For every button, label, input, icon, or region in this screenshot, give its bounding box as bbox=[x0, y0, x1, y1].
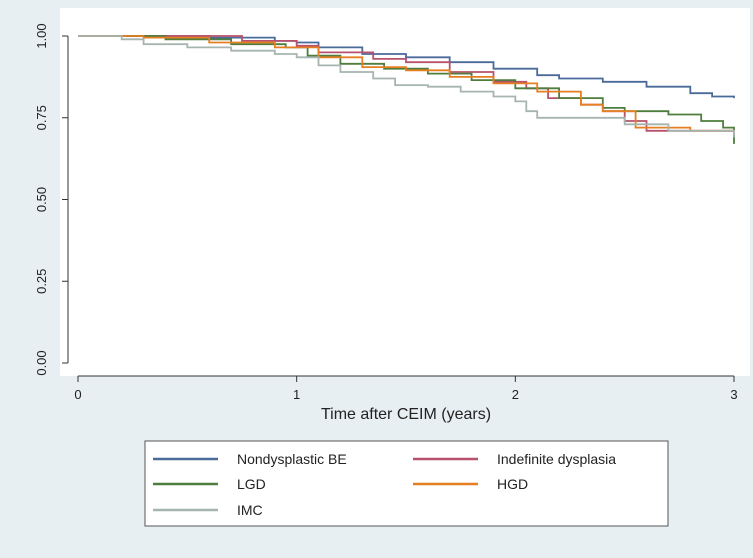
series-line-hgd bbox=[78, 35, 735, 135]
legend-label-nondysplastic-be: Nondysplastic BE bbox=[237, 451, 347, 467]
series-line-imc bbox=[78, 35, 735, 138]
x-tick-label: 1 bbox=[293, 387, 300, 402]
y-tick-label: 0.00 bbox=[34, 350, 49, 375]
legend-label-indefinite-dysplasia: Indefinite dysplasia bbox=[497, 451, 616, 467]
legend-label-hgd: HGD bbox=[497, 476, 528, 492]
x-axis-label: Time after CEIM (years) bbox=[321, 406, 491, 423]
plot-area bbox=[60, 8, 750, 376]
series-layer bbox=[78, 35, 735, 144]
legend-label-lgd: LGD bbox=[237, 476, 266, 492]
x-tick-label: 0 bbox=[74, 387, 81, 402]
y-tick-label: 0.25 bbox=[34, 269, 49, 294]
x-tick-label: 2 bbox=[512, 387, 519, 402]
y-tick-label: 1.00 bbox=[34, 23, 49, 48]
axes: 0.00 0.25 0.50 0.75 1.00 0 1 2 3 bbox=[34, 23, 738, 402]
y-tick-label: 0.50 bbox=[34, 187, 49, 212]
legend: Nondysplastic BE Indefinite dysplasia LGD H… bbox=[144, 440, 669, 527]
legend-box bbox=[144, 440, 669, 527]
legend-label-imc: IMC bbox=[237, 502, 263, 518]
series-line-lgd bbox=[78, 35, 735, 144]
x-tick-label: 3 bbox=[730, 387, 737, 402]
y-tick-label: 0.75 bbox=[34, 105, 49, 130]
